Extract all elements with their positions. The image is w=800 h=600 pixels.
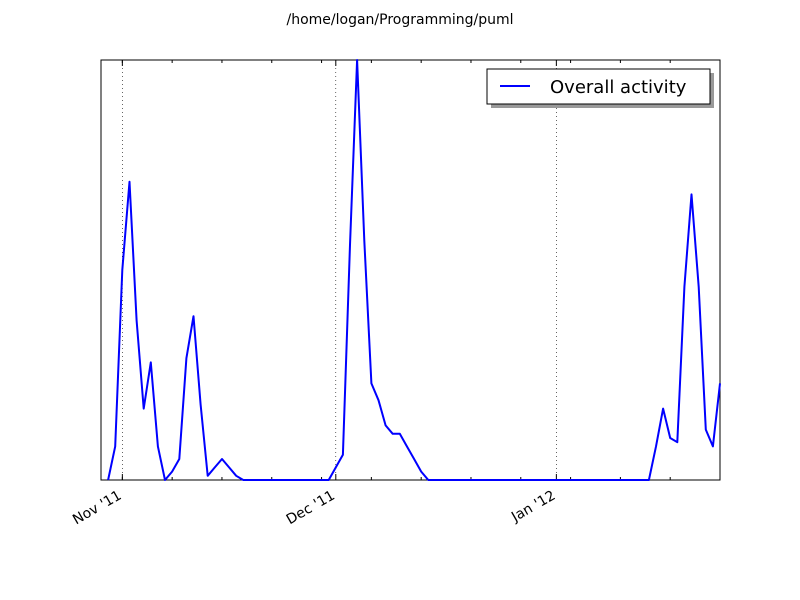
- x-tick-labels: Nov '11 Dec '11 Jan '12: [70, 488, 558, 529]
- plot-area: [100, 59, 721, 481]
- series-layer: [107, 59, 721, 481]
- x-tick-label: Nov '11: [70, 488, 124, 529]
- legend: Overall activity: [486, 68, 714, 108]
- x-tick-label: Jan '12: [508, 488, 558, 526]
- axis-ticks: [121, 60, 721, 480]
- grid-lines: [122, 60, 557, 480]
- series-line: [107, 59, 721, 481]
- chart-title: /home/logan/Programming/puml: [287, 12, 514, 28]
- x-tick-label: Dec '11: [284, 488, 338, 528]
- legend-label: Overall activity: [550, 77, 687, 98]
